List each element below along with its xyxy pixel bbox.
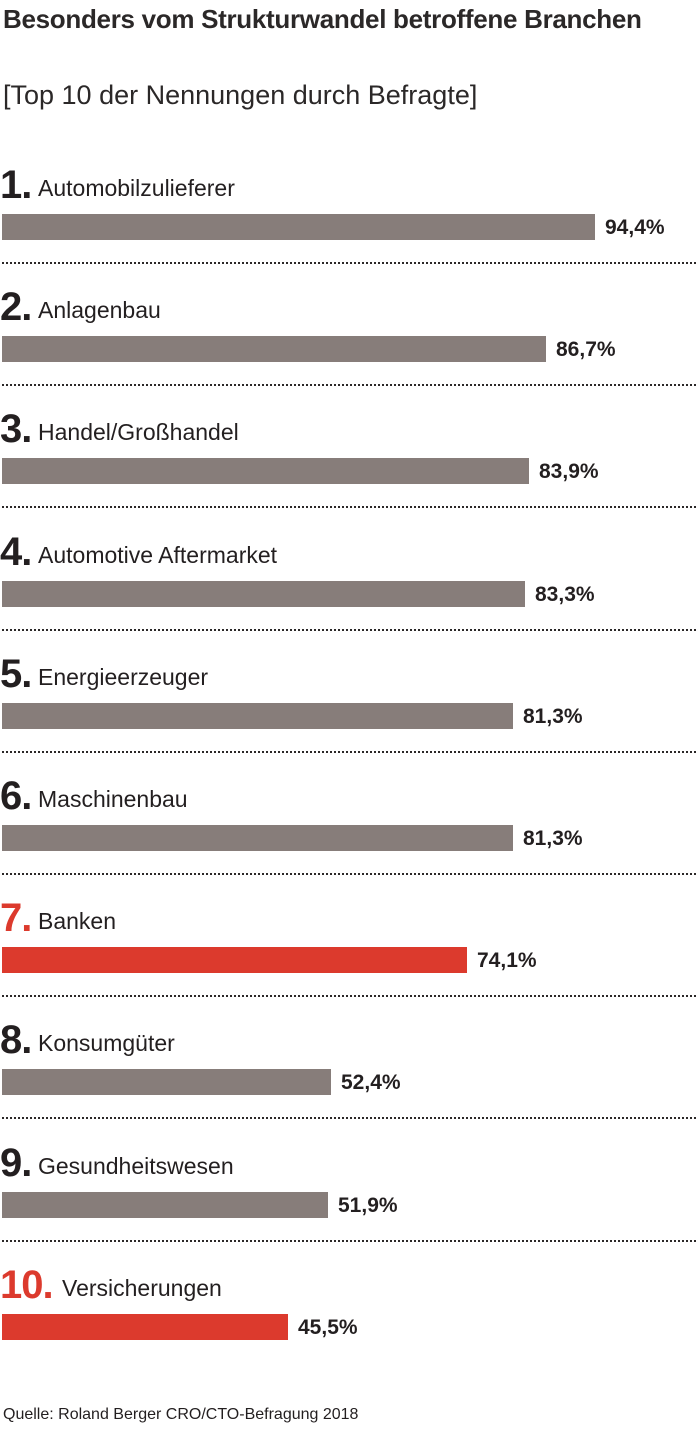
bar [2,581,525,607]
bar-row: 2. Anlagenbau 86,7% [0,285,700,407]
bar-row: 10. Versicherungen 45,5% [0,1263,700,1385]
row-divider [2,1240,696,1242]
category-label: Banken [38,908,117,934]
category-label: Automobilzulieferer [38,175,235,201]
row-divider [2,995,696,997]
data-label: 86,7% [556,338,616,361]
data-label: 94,4% [605,216,665,239]
bar [2,458,529,484]
bar-row: 5. Energieerzeuger 81,3% [0,652,700,774]
row-divider [2,262,696,264]
bar [2,703,513,729]
bar [2,1069,331,1095]
data-label: 81,3% [523,827,583,850]
rank-number: 4. [0,530,32,574]
row-divider [2,751,696,753]
row-divider [2,384,696,386]
bar-row: 8. Konsumgüter 52,4% [0,1018,700,1140]
chart-title: Besonders vom Strukturwandel betroffene … [3,4,642,34]
category-label: Gesundheitswesen [38,1153,234,1179]
bar [2,1192,328,1218]
row-divider [2,629,696,631]
rank-number: 1. [0,163,32,207]
category-label: Maschinenbau [38,786,188,812]
data-label: 81,3% [523,705,583,728]
row-divider [2,506,696,508]
category-label: Automotive Aftermarket [38,542,278,568]
row-divider [2,1117,696,1119]
bar [2,947,467,973]
data-label: 51,9% [338,1194,398,1217]
data-label: 45,5% [298,1316,358,1339]
rank-number: 2. [0,285,32,329]
category-label: Energieerzeuger [38,664,209,690]
source-note: Quelle: Roland Berger CRO/CTO-Befragung … [3,1406,359,1423]
chart-subtitle: [Top 10 der Nennungen durch Befragte] [3,80,478,110]
bar-row: 9. Gesundheitswesen 51,9% [0,1141,700,1263]
data-label: 74,1% [477,949,537,972]
category-label: Versicherungen [62,1275,222,1301]
data-label: 52,4% [341,1071,401,1094]
rank-number: 7. [0,896,32,940]
bar-row: 4. Automotive Aftermarket 83,3% [0,530,700,652]
data-label: 83,9% [539,460,599,483]
rank-number: 10. [0,1263,54,1307]
data-label: 83,3% [535,583,595,606]
bar-row: 3. Handel/Großhandel 83,9% [0,407,700,529]
category-label: Konsumgüter [38,1030,175,1056]
rank-number: 9. [0,1141,32,1185]
rank-number: 3. [0,407,32,451]
row-divider [2,873,696,875]
bar-row: 6. Maschinenbau 81,3% [0,774,700,896]
rank-number: 8. [0,1018,32,1062]
bar-row: 1. Automobilzulieferer 94,4% [0,163,700,285]
bar [2,825,513,851]
bar-row: 7. Banken 74,1% [0,896,700,1018]
rank-number: 6. [0,774,32,818]
bar [2,1314,288,1340]
bar [2,214,595,240]
bar [2,336,546,362]
rank-number: 5. [0,652,32,696]
category-label: Anlagenbau [38,297,161,323]
category-label: Handel/Großhandel [38,419,239,445]
